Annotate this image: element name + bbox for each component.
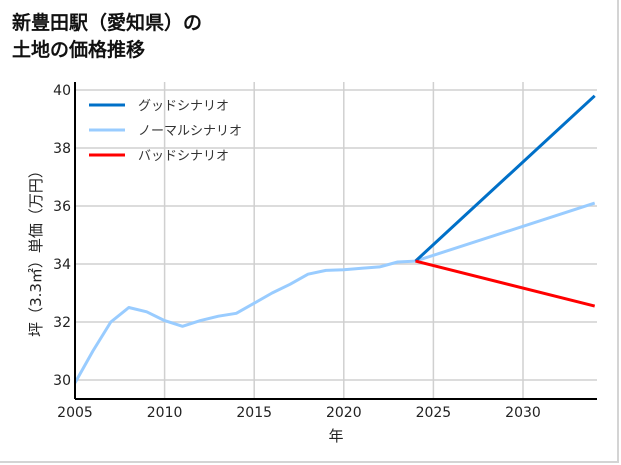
chart-title-line1: 新豊田駅（愛知県）の [12,12,203,34]
series-line [414,94,596,263]
legend-label: バッドシナリオ [138,149,229,164]
y-tick-label: 34 [53,257,71,273]
x-axis-label: 年 [328,427,343,445]
y-tick-label: 36 [53,199,71,215]
x-tick-label: 2010 [147,405,183,421]
series-line [415,259,596,308]
chart-title: 新豊田駅（愛知県）の 土地の価格推移 [12,10,202,64]
x-tick-label: 2015 [236,405,272,421]
axes [74,82,597,400]
x-tick-label: 2005 [57,405,93,421]
x-tick-label: 2030 [505,405,541,421]
tick-labels: 2005 2010 2015 2020 2025 2030 30 32 34 36 38 40 [53,83,541,421]
y-axis-label: 坪（3.3㎡）単価（万円） [27,163,45,337]
x-tick-label: 2025 [416,405,452,421]
legend-label: グッドシナリオ [138,99,229,114]
y-tick-label: 38 [53,141,71,157]
y-tick-label: 40 [53,83,71,99]
y-tick-label: 30 [53,373,71,389]
legend-label: ノーマルシナリオ [138,124,242,139]
chart-title-line2: 土地の価格推移 [12,39,146,61]
series-line [73,201,596,384]
data-series [73,94,596,384]
grid-lines [75,82,597,399]
y-tick-label: 32 [53,315,71,331]
x-tick-label: 2020 [326,405,362,421]
